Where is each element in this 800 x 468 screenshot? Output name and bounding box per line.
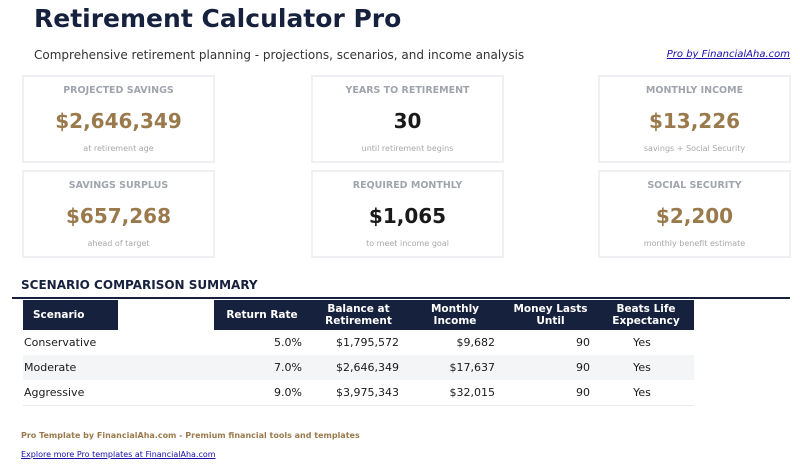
table-row: Conservative 5.0% $1,795,572 $9,682 90 Y…: [23, 330, 694, 355]
page-title: Retirement Calculator Pro: [34, 4, 402, 33]
col-blank: [118, 300, 214, 330]
cell-balance: $1,795,572: [336, 336, 399, 349]
page-subtitle: Comprehensive retirement planning - proj…: [34, 48, 525, 62]
cell-income: $9,682: [456, 336, 496, 349]
card-social-security: SOCIAL SECURITY $2,200 monthly benefit e…: [598, 170, 791, 258]
card-years-to-retirement: YEARS TO RETIREMENT 30 until retirement …: [311, 75, 504, 163]
table-row: Moderate 7.0% $2,646,349 $17,637 90 Yes: [23, 355, 694, 380]
card-label: SOCIAL SECURITY: [647, 180, 742, 191]
card-label: PROJECTED SAVINGS: [63, 85, 174, 96]
card-label: MONTHLY INCOME: [645, 85, 744, 96]
cell-lasts: 90: [503, 380, 598, 406]
card-sub: until retirement begins: [361, 144, 454, 153]
card-required-monthly: REQUIRED MONTHLY $1,065 to meet income g…: [311, 170, 504, 258]
col-scenario: Scenario: [23, 300, 118, 330]
card-sub: to meet income goal: [366, 239, 449, 248]
card-savings-surplus: SAVINGS SURPLUS $657,268 ahead of target: [22, 170, 215, 258]
card-sub: ahead of target: [87, 239, 150, 248]
cell-balance: $3,975,343: [310, 380, 407, 406]
card-projected-savings: PROJECTED SAVINGS $2,646,349 at retireme…: [22, 75, 215, 163]
card-sub: savings + Social Security: [643, 144, 746, 153]
card-value: $2,646,349: [55, 109, 182, 133]
cell-lasts: 90: [576, 336, 590, 349]
cell-blank: [118, 330, 214, 355]
cell-return: 9.0%: [214, 380, 310, 406]
cell-scenario: Moderate: [23, 355, 118, 380]
scenario-table: Scenario Return Rate Balance at Retireme…: [23, 300, 694, 406]
footer-link[interactable]: Explore more Pro templates at FinancialA…: [21, 450, 216, 459]
cell-return: 7.0%: [214, 355, 310, 380]
card-value: 30: [393, 109, 422, 133]
cell-blank: [118, 355, 214, 380]
cell-scenario: Aggressive: [23, 380, 118, 406]
section-divider: [12, 297, 790, 299]
cell-beats: Yes: [598, 380, 694, 406]
cell-return: 5.0%: [274, 336, 302, 349]
cell-blank: [118, 380, 214, 406]
card-value: $2,200: [655, 204, 734, 228]
cell-balance: $2,646,349: [310, 355, 407, 380]
col-return-rate: Return Rate: [214, 300, 310, 330]
card-label: YEARS TO RETIREMENT: [345, 85, 470, 96]
card-value: $13,226: [648, 109, 741, 133]
card-label: REQUIRED MONTHLY: [352, 180, 463, 191]
card-monthly-income: MONTHLY INCOME $13,226 savings + Social …: [598, 75, 791, 163]
cell-income: $32,015: [407, 380, 503, 406]
cell-beats: Yes: [598, 355, 694, 380]
col-beats-life: Beats Life Expectancy: [598, 300, 694, 330]
cell-beats: Yes: [633, 336, 651, 349]
table-row: Aggressive 9.0% $3,975,343 $32,015 90 Ye…: [23, 380, 694, 406]
card-sub: monthly benefit estimate: [643, 239, 746, 248]
col-money-lasts: Money Lasts Until: [503, 300, 598, 330]
pro-link[interactable]: Pro by FinancialAha.com: [666, 49, 790, 60]
table-header-row: Scenario Return Rate Balance at Retireme…: [23, 300, 694, 330]
section-title: SCENARIO COMPARISON SUMMARY: [21, 278, 258, 292]
col-monthly-income: Monthly Income: [407, 300, 503, 330]
cell-lasts: 90: [503, 355, 598, 380]
footer-credit: Pro Template by FinancialAha.com - Premi…: [21, 431, 360, 440]
col-balance: Balance at Retirement: [310, 300, 407, 330]
card-label: SAVINGS SURPLUS: [68, 180, 169, 191]
cell-income: $17,637: [407, 355, 503, 380]
cell-scenario: Conservative: [24, 336, 97, 349]
card-value: $657,268: [65, 204, 171, 228]
card-value: $1,065: [368, 204, 447, 228]
card-sub: at retirement age: [83, 144, 154, 153]
